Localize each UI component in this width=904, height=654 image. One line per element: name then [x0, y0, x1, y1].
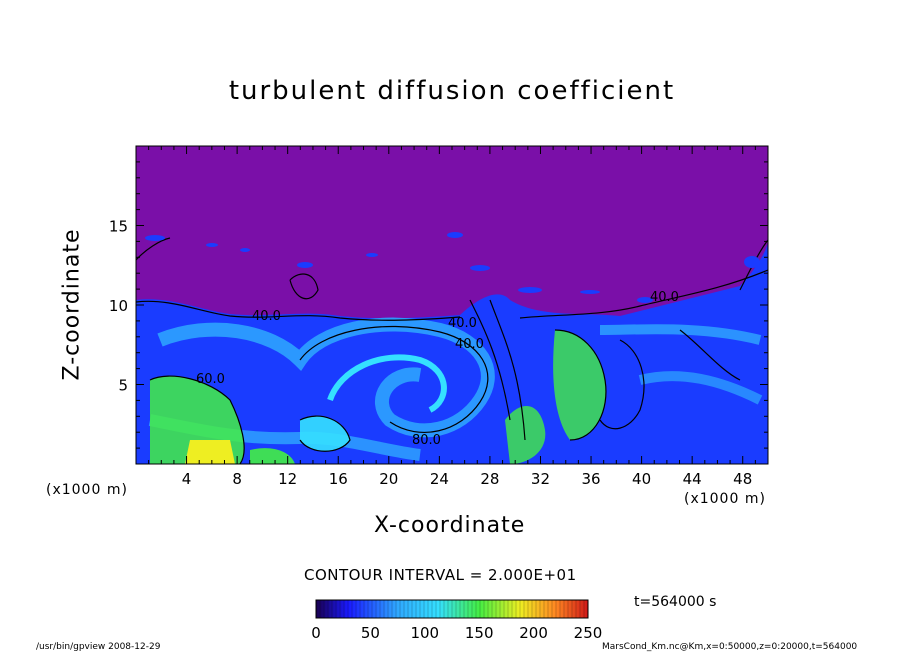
high-region	[553, 330, 606, 440]
x-tick-label: 12	[278, 470, 297, 488]
contour-line	[299, 415, 351, 452]
x-tick-label: 20	[379, 470, 398, 488]
x-tick-label: 44	[683, 470, 702, 488]
swirl-band	[327, 354, 447, 413]
y-tick-label: 10	[109, 297, 128, 315]
contour-label: 40.0	[650, 290, 679, 305]
contour-label: 80.0	[412, 433, 441, 448]
high-region	[300, 416, 350, 452]
x-tick-label: 16	[329, 470, 348, 488]
contour-line	[136, 300, 461, 321]
colorbar-tick-label: 50	[361, 624, 380, 642]
contour-line	[679, 329, 741, 381]
x-tick-label: 24	[430, 470, 449, 488]
high-region	[185, 440, 235, 464]
turbulent-layer	[136, 240, 768, 464]
speck	[240, 248, 250, 252]
contour-line	[299, 326, 489, 433]
speck	[470, 265, 490, 271]
high-region	[250, 448, 295, 464]
chart-title: turbulent diffusion coefficient	[228, 76, 676, 106]
contour-label: 40.0	[448, 316, 477, 331]
x-unit-label: (x1000 m)	[46, 482, 128, 498]
x-tick-label: 40	[632, 470, 651, 488]
x-unit-label-right: (x1000 m)	[684, 491, 766, 507]
x-tick-label: 4	[182, 470, 192, 488]
speck	[206, 243, 218, 247]
colorbar-tick-label: 200	[519, 624, 548, 642]
footer-right: MarsCond_Km.nc@Km,x=0:50000,z=0:20000,t=…	[602, 642, 858, 652]
swirl-band	[157, 317, 495, 438]
x-tick-label: 48	[733, 470, 752, 488]
x-axis-label: X-coordinate	[374, 513, 526, 538]
colorbar-tick-label: 0	[311, 624, 321, 642]
swirl-band	[599, 324, 762, 345]
contour-label: 40.0	[455, 337, 484, 352]
x-tick-label: 32	[531, 470, 550, 488]
speck	[145, 235, 165, 241]
y-tick-label: 5	[118, 377, 128, 395]
colorbar-tick-label: 150	[465, 624, 494, 642]
y-tick-label: 15	[109, 218, 128, 236]
colorbar-tick-label: 100	[410, 624, 439, 642]
contour-line	[289, 273, 319, 300]
contour-line	[149, 375, 245, 464]
speck	[518, 287, 542, 293]
colorbar-tick-label: 250	[574, 624, 603, 642]
contour-label: 60.0	[196, 372, 225, 387]
x-tick-label: 28	[480, 470, 499, 488]
contour-line	[554, 329, 607, 441]
speck	[447, 232, 463, 238]
speck	[580, 290, 600, 294]
speck	[366, 253, 378, 257]
contour-line	[469, 299, 511, 421]
speck	[297, 262, 313, 268]
contour-line	[599, 339, 645, 430]
contour-line	[519, 269, 768, 319]
x-tick-label: 8	[232, 470, 242, 488]
footer-left: /usr/bin/gpview 2008-12-29	[36, 642, 161, 652]
contour-line	[489, 299, 526, 441]
swirl-band	[638, 371, 763, 405]
contour-label: 40.0	[252, 309, 281, 324]
speck	[744, 256, 760, 268]
contour-interval: CONTOUR INTERVAL = 2.000E+01	[304, 566, 577, 584]
x-tick-label: 36	[581, 470, 600, 488]
speck	[637, 297, 653, 303]
time-label: t=564000 s	[634, 594, 717, 610]
